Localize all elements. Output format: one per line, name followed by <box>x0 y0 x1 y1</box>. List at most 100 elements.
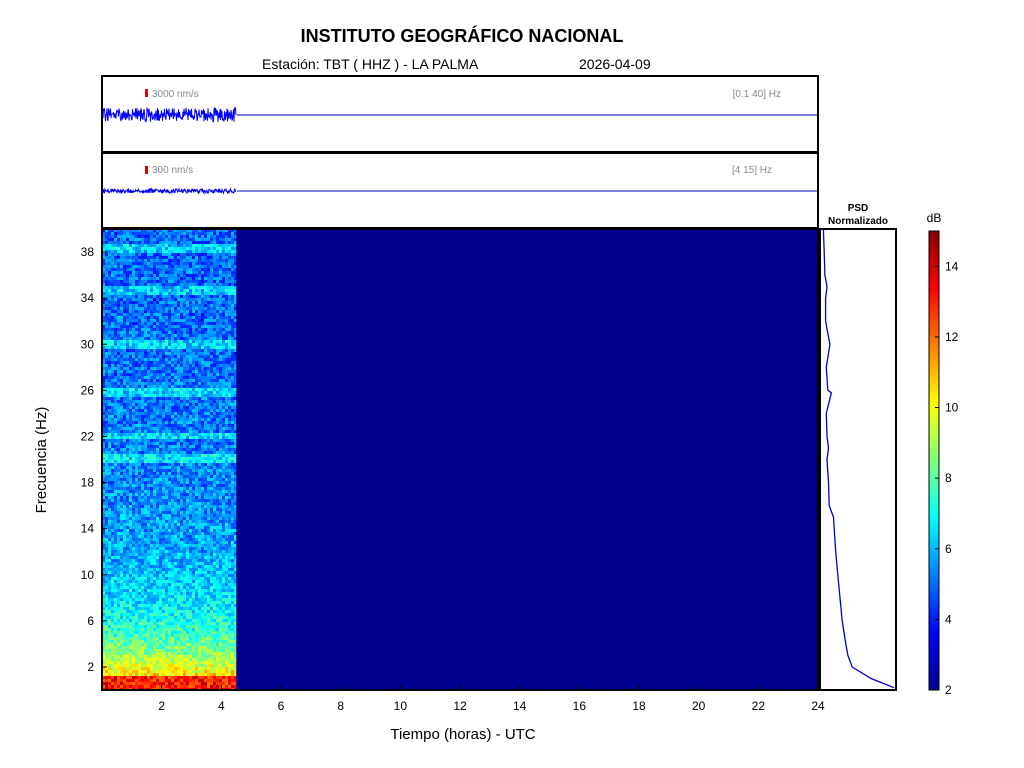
spectrogram-cell <box>171 412 174 415</box>
spectrogram-cell <box>132 322 135 325</box>
spectrogram-cell <box>189 271 192 274</box>
spectrogram-cell <box>153 541 156 544</box>
spectrogram-cell <box>207 382 210 385</box>
spectrogram-cell <box>228 367 231 370</box>
spectrogram-cell <box>165 538 168 541</box>
spectrogram-cell <box>183 265 186 268</box>
spectrogram-cell <box>132 379 135 382</box>
spectrogram-cell <box>201 259 204 262</box>
spectrogram-cell <box>144 505 147 508</box>
spectrogram-cell <box>162 484 165 487</box>
spectrogram-cell <box>189 541 192 544</box>
spectrogram-cell <box>210 523 213 526</box>
spectrogram-cell <box>231 277 234 280</box>
spectrogram-cell <box>156 442 159 445</box>
spectrogram-cell <box>123 229 126 232</box>
spectrogram-cell <box>159 250 162 253</box>
spectrogram-cell <box>186 394 189 397</box>
spectrogram-cell <box>213 343 216 346</box>
spectrogram-cell <box>201 526 204 529</box>
spectrogram-cell <box>207 325 210 328</box>
spectrogram-cell <box>180 385 183 388</box>
spectrogram-cell <box>144 406 147 409</box>
spectrogram-cell <box>117 253 120 256</box>
spectrogram-cell <box>126 478 129 481</box>
spectrogram-cell <box>162 397 165 400</box>
spectrogram-cell <box>210 418 213 421</box>
spectrogram-cell <box>141 406 144 409</box>
spectrogram-cell <box>162 244 165 247</box>
spectrogram-cell <box>213 424 216 427</box>
spectrogram-cell <box>120 550 123 553</box>
spectrogram-cell <box>195 544 198 547</box>
spectrogram-cell <box>144 337 147 340</box>
spectrogram-cell <box>165 460 168 463</box>
spectrogram-cell <box>180 418 183 421</box>
spectrogram-cell <box>183 424 186 427</box>
spectrogram-cell <box>105 487 108 490</box>
spectrogram-cell <box>216 478 219 481</box>
spectrogram-cell <box>108 352 111 355</box>
spectrogram-cell <box>228 331 231 334</box>
spectrogram-cell <box>156 460 159 463</box>
spectrogram-cell <box>108 259 111 262</box>
spectrogram-cell <box>186 286 189 289</box>
spectrogram-cell <box>180 460 183 463</box>
spectrogram-cell <box>207 292 210 295</box>
spectrogram-cell <box>225 367 228 370</box>
spectrogram-cell <box>177 505 180 508</box>
spectrogram-cell <box>177 541 180 544</box>
spectrogram-cell <box>162 487 165 490</box>
spectrogram-cell <box>180 244 183 247</box>
spectrogram-cell <box>117 352 120 355</box>
spectrogram-cell <box>207 337 210 340</box>
spectrogram-cell <box>195 280 198 283</box>
spectrogram-cell <box>138 292 141 295</box>
spectrogram-cell <box>102 448 105 451</box>
spectrogram-cell <box>192 325 195 328</box>
spectrogram-cell <box>111 523 114 526</box>
spectrogram-cell <box>105 538 108 541</box>
spectrogram-cell <box>120 391 123 394</box>
spectrogram-cell <box>189 538 192 541</box>
spectrogram-cell <box>117 463 120 466</box>
spectrogram-cell <box>132 283 135 286</box>
spectrogram-cell <box>156 511 159 514</box>
spectrogram-cell <box>117 301 120 304</box>
spectrogram-cell <box>183 298 186 301</box>
spectrogram-cell <box>147 436 150 439</box>
spectrogram-cell <box>168 355 171 358</box>
spectrogram-cell <box>186 232 189 235</box>
spectrogram-cell <box>105 289 108 292</box>
spectrogram-cell <box>186 442 189 445</box>
spectrogram-cell <box>204 415 207 418</box>
spectrogram-cell <box>105 352 108 355</box>
spectrogram-cell <box>123 343 126 346</box>
spectrogram-cell <box>147 526 150 529</box>
spectrogram-cell <box>225 478 228 481</box>
spectrogram-cell <box>216 469 219 472</box>
spectrogram-cell <box>228 373 231 376</box>
spectrogram-cell <box>225 307 228 310</box>
spectrogram-cell <box>117 310 120 313</box>
spectrogram-cell <box>177 385 180 388</box>
spectrogram-cell <box>183 409 186 412</box>
spectrogram-cell <box>129 400 132 403</box>
spectrogram-cell <box>189 517 192 520</box>
spectrogram-cell <box>120 466 123 469</box>
spectrogram-cell <box>105 544 108 547</box>
spectrogram-cell <box>132 298 135 301</box>
spectrogram-cell <box>234 460 237 463</box>
spectrogram-cell <box>195 358 198 361</box>
spectrogram-cell <box>201 277 204 280</box>
spectrogram-cell <box>105 247 108 250</box>
spectrogram-cell <box>123 340 126 343</box>
spectrogram-cell <box>171 310 174 313</box>
spectrogram-cell <box>156 535 159 538</box>
spectrogram-cell <box>144 235 147 238</box>
spectrogram-cell <box>156 400 159 403</box>
spectrogram-cell <box>156 397 159 400</box>
spectrogram-cell <box>129 376 132 379</box>
spectrogram-cell <box>216 445 219 448</box>
spectrogram-cell <box>132 295 135 298</box>
